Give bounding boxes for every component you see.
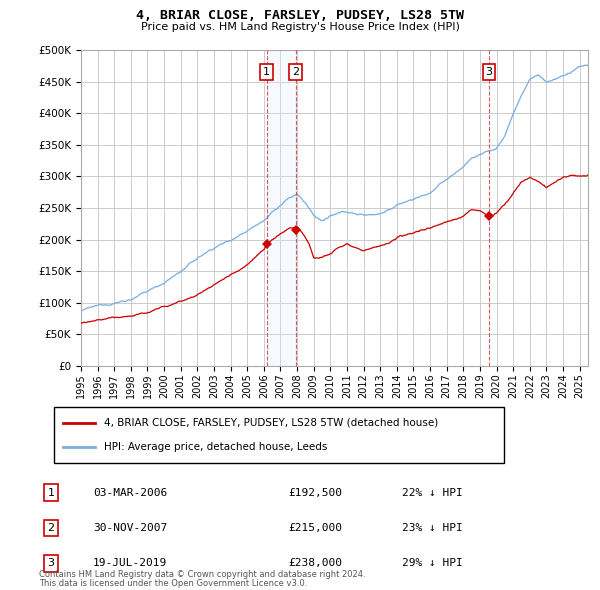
Text: 2: 2 [292, 67, 299, 77]
Text: This data is licensed under the Open Government Licence v3.0.: This data is licensed under the Open Gov… [39, 579, 307, 588]
Text: £215,000: £215,000 [288, 523, 342, 533]
FancyBboxPatch shape [54, 407, 504, 463]
Text: 03-MAR-2006: 03-MAR-2006 [93, 488, 167, 497]
Text: £238,000: £238,000 [288, 559, 342, 568]
Text: 29% ↓ HPI: 29% ↓ HPI [402, 559, 463, 568]
Text: 1: 1 [263, 67, 270, 77]
Text: 23% ↓ HPI: 23% ↓ HPI [402, 523, 463, 533]
Text: 1: 1 [47, 488, 55, 497]
Text: 2: 2 [47, 523, 55, 533]
Bar [266, 50, 296, 366]
Text: Price paid vs. HM Land Registry's House Price Index (HPI): Price paid vs. HM Land Registry's House … [140, 22, 460, 32]
Text: 3: 3 [47, 559, 55, 568]
Text: Contains HM Land Registry data © Crown copyright and database right 2024.: Contains HM Land Registry data © Crown c… [39, 571, 365, 579]
Text: 22% ↓ HPI: 22% ↓ HPI [402, 488, 463, 497]
Text: 30-NOV-2007: 30-NOV-2007 [93, 523, 167, 533]
Text: HPI: Average price, detached house, Leeds: HPI: Average price, detached house, Leed… [104, 442, 327, 453]
Text: 19-JUL-2019: 19-JUL-2019 [93, 559, 167, 568]
Text: 4, BRIAR CLOSE, FARSLEY, PUDSEY, LS28 5TW: 4, BRIAR CLOSE, FARSLEY, PUDSEY, LS28 5T… [136, 9, 464, 22]
Text: £192,500: £192,500 [288, 488, 342, 497]
Text: 3: 3 [485, 67, 493, 77]
Text: 4, BRIAR CLOSE, FARSLEY, PUDSEY, LS28 5TW (detached house): 4, BRIAR CLOSE, FARSLEY, PUDSEY, LS28 5T… [104, 418, 438, 428]
